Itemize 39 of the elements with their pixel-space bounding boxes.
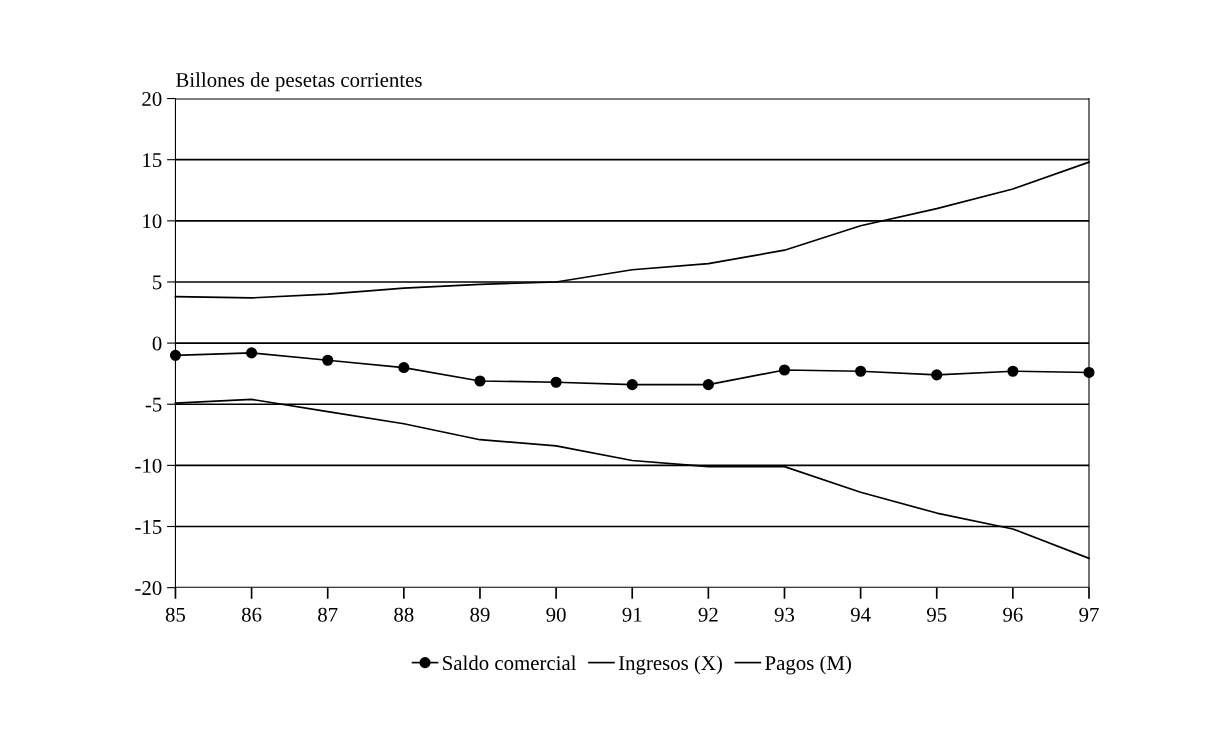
point <box>474 375 486 387</box>
x-tick-label: 91 <box>622 607 642 622</box>
point <box>550 376 562 388</box>
point <box>246 347 258 359</box>
point <box>702 379 714 391</box>
point <box>626 379 638 391</box>
point <box>1007 365 1019 377</box>
x-tick-label: 93 <box>774 607 795 622</box>
point <box>778 364 791 376</box>
point <box>322 354 334 366</box>
point <box>1083 366 1095 379</box>
x-tick-label: 86 <box>241 607 262 622</box>
y-tick-label: 5 <box>153 275 162 290</box>
x-tick-label: 92 <box>698 607 718 622</box>
x-tick-label: 89 <box>470 607 490 622</box>
y-tick-label: -5 <box>145 397 162 412</box>
point <box>169 349 182 361</box>
y-tick-label: -15 <box>135 519 162 534</box>
y-axis-title: Billones de pesetas corrientes <box>176 72 422 92</box>
y-tick-label: 20 <box>142 91 162 106</box>
y-tick-label: 0 <box>152 336 162 351</box>
x-tick-label: 88 <box>394 607 414 622</box>
x-tick-label: 90 <box>546 607 566 622</box>
x-tick-label: 94 <box>850 607 871 622</box>
x-tick-label: 85 <box>165 607 186 622</box>
y-tick-label: 10 <box>143 214 162 229</box>
legend-label: Pagos (M) <box>765 655 851 675</box>
legend-label: Ingresos (X) <box>618 655 722 675</box>
point <box>855 365 867 377</box>
x-tick-label: 97 <box>1079 607 1099 622</box>
point <box>931 369 943 381</box>
y-tick-label: -20 <box>135 581 162 596</box>
y-tick-label: 15 <box>143 153 162 168</box>
y-tick-label: -10 <box>135 458 162 473</box>
point <box>398 361 410 374</box>
x-tick-label: 95 <box>927 607 947 622</box>
x-tick-label: 96 <box>1003 607 1023 622</box>
legend-label: Saldo comercial <box>443 655 577 671</box>
x-tick-label: 87 <box>318 607 338 622</box>
